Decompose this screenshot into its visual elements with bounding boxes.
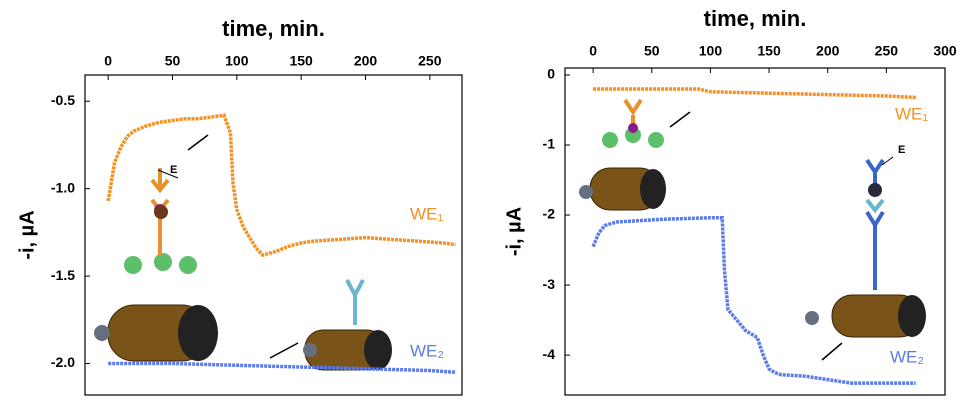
x-tick-label: 150 xyxy=(289,53,313,69)
y-axis-title: -i, µA xyxy=(503,207,525,256)
x-tick-label: 50 xyxy=(165,53,181,69)
x-tick-label: 100 xyxy=(225,53,249,69)
series-label: WE₂ xyxy=(890,347,924,366)
y-tick-label: -2.0 xyxy=(51,354,75,370)
x-tick-label: 0 xyxy=(104,53,112,69)
x-axis-title: time, min. xyxy=(704,6,807,31)
y-tick-label: -3 xyxy=(543,276,556,292)
x-tick-label: 200 xyxy=(816,43,840,59)
series-label: WE₁ xyxy=(410,204,443,223)
series-line xyxy=(593,87,916,100)
series-line xyxy=(108,361,456,375)
y-tick-label: -1.5 xyxy=(51,267,75,283)
series-line xyxy=(591,216,916,385)
plot-frame xyxy=(84,74,463,396)
series-line xyxy=(106,113,456,258)
x-tick-label: 150 xyxy=(757,43,781,59)
plot-frame xyxy=(564,67,946,396)
y-tick-label: 0 xyxy=(547,66,555,82)
y-tick-label: -2 xyxy=(543,206,556,222)
x-tick-label: 300 xyxy=(933,43,957,59)
annotation: E xyxy=(898,144,905,156)
series-label: WE₂ xyxy=(410,341,444,360)
x-tick-label: 100 xyxy=(699,43,723,59)
x-tick-label: 250 xyxy=(418,53,442,69)
illustration xyxy=(94,98,926,371)
x-tick-label: 50 xyxy=(644,43,660,59)
x-tick-label: 200 xyxy=(354,53,378,69)
y-tick-label: -0.5 xyxy=(51,92,75,108)
y-tick-label: -4 xyxy=(543,346,556,362)
annotation: E xyxy=(170,164,177,176)
x-axis-title: time, min. xyxy=(222,16,325,41)
y-tick-label: -1.0 xyxy=(51,179,75,195)
series-label: WE₁ xyxy=(895,104,928,123)
y-tick-label: -1 xyxy=(543,136,556,152)
y-axis-title: -i, µA xyxy=(16,210,38,259)
x-tick-label: 250 xyxy=(875,43,899,59)
x-tick-label: 0 xyxy=(589,43,597,59)
